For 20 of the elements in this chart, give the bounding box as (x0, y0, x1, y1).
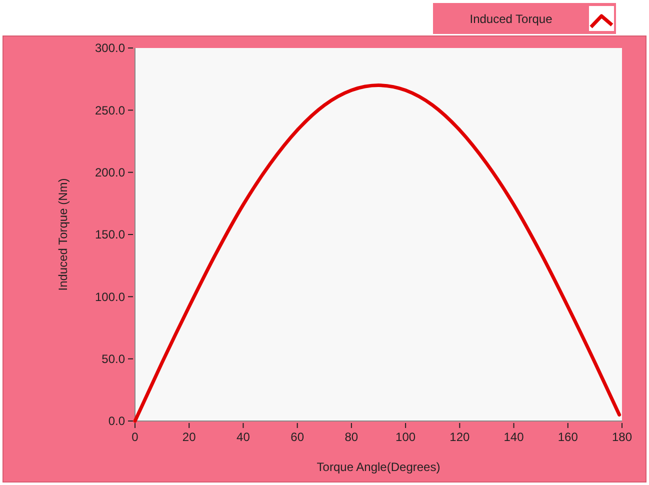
x-tick-label: 20 (182, 430, 196, 444)
x-tick-label: 100 (396, 430, 416, 444)
text: Induced Torque (470, 12, 553, 26)
y-tick-label: 50.0 (102, 352, 126, 366)
x-tick-label: 120 (450, 430, 470, 444)
x-tick-label: 80 (344, 430, 358, 444)
x-tick-label: 0 (132, 430, 139, 444)
x-tick-label: 180 (612, 430, 632, 444)
y-axis-title: Induced Torque (Nm) (56, 178, 70, 291)
y-tick-label: 200.0 (94, 166, 126, 180)
x-tick-label: 160 (558, 430, 578, 444)
x-tick-label: 40 (236, 430, 250, 444)
y-tick-label: 250.0 (94, 103, 126, 118)
x-tick-label: 140 (504, 430, 524, 444)
y-tick-label: 100.0 (94, 290, 126, 304)
y-tick-label: 300.0 (94, 41, 126, 56)
x-tick-label: 60 (290, 430, 304, 444)
y-tick-label: 0.0 (108, 414, 126, 428)
x-axis-title: Torque Angle(Degrees) (316, 460, 440, 474)
y-tick-label: 150.0 (94, 228, 126, 242)
